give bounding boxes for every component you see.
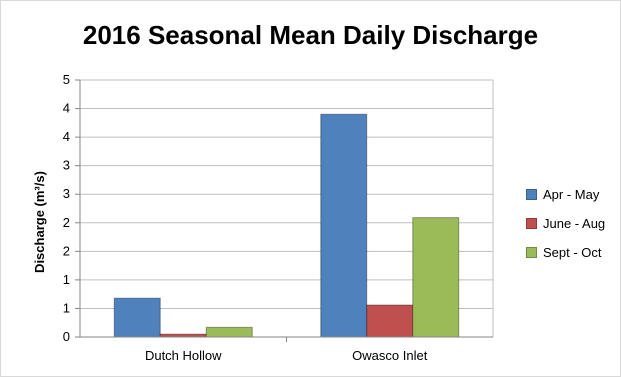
y-tick-label: 0: [63, 329, 70, 344]
legend-swatch: [526, 189, 537, 200]
legend-swatch: [526, 247, 537, 258]
y-tick-label: 4: [63, 101, 70, 116]
legend-label: Sept - Oct: [543, 245, 602, 260]
y-tick-label: 1: [63, 300, 70, 315]
legend-item: June - Aug: [526, 209, 605, 238]
axes: 0 1 1 2 2 3 3 4 4 5 Dutch Hollow Owasco Inlet: [63, 72, 494, 363]
y-tick-label: 1: [63, 272, 70, 287]
legend-label: Apr - May: [543, 187, 600, 202]
x-tick-label: Dutch Hollow: [145, 348, 222, 363]
y-tick-label: 4: [63, 129, 70, 144]
y-tick-label: 3: [63, 158, 70, 173]
bar-apr-may: [113, 297, 161, 338]
y-tick-label: 5: [63, 72, 70, 87]
bar-sept-oct: [205, 326, 253, 338]
y-tick-label: 2: [63, 243, 70, 258]
x-tick-label: Owasco Inlet: [352, 348, 428, 363]
legend-item: Sept - Oct: [526, 238, 605, 267]
chart-title: 2016 Seasonal Mean Daily Discharge: [82, 20, 539, 50]
y-tick-label: 2: [63, 215, 70, 230]
bar-sept-oct: [412, 217, 460, 338]
bar-apr-may: [320, 113, 368, 338]
legend: Apr - May June - Aug Sept - Oct: [526, 180, 605, 267]
legend-item: Apr - May: [526, 180, 605, 209]
legend-label: June - Aug: [543, 216, 606, 231]
bars: [113, 113, 460, 338]
y-tick-label: 3: [63, 186, 70, 201]
legend-swatch: [526, 218, 537, 229]
y-axis-title: Discharge (m³/s): [32, 171, 47, 273]
bar-june-aug: [366, 304, 414, 338]
